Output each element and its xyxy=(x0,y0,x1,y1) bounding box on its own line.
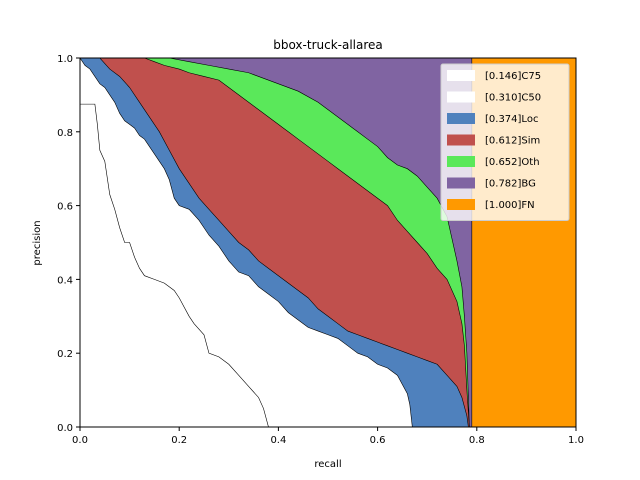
x-tick-label: 0.2 xyxy=(171,435,187,446)
plot-frame xyxy=(79,57,577,428)
y-tick-label: 0.6 xyxy=(57,202,73,213)
legend-label-loc: [0.374]Loc xyxy=(485,114,538,125)
line-c75 xyxy=(80,103,269,428)
line-c50 xyxy=(79,57,413,428)
y-axis-ticks: 0.0 0.2 0.4 0.6 0.8 1.0 xyxy=(57,54,80,434)
legend-label-c50: [0.310]C50 xyxy=(485,93,541,104)
y-tick-label: 0.0 xyxy=(57,423,73,434)
legend-label-c75: [0.146]C75 xyxy=(485,71,541,82)
legend-swatch-oth xyxy=(447,156,475,167)
x-tick-label: 0.0 xyxy=(72,435,88,446)
x-axis-ticks: 0.0 0.2 0.4 0.6 0.8 1.0 xyxy=(72,427,584,446)
area-c75 xyxy=(80,104,269,427)
y-axis-label: precision xyxy=(32,220,43,265)
legend-swatch-bg xyxy=(447,177,475,189)
y-tick-label: 1.0 xyxy=(57,54,73,65)
legend-label-fn: [1.000]FN xyxy=(485,200,535,211)
y-tick-label: 0.4 xyxy=(57,275,73,286)
y-tick-label: 0.8 xyxy=(57,128,73,139)
line-sim xyxy=(80,57,470,428)
x-tick-label: 0.4 xyxy=(270,435,286,446)
legend-label-oth: [0.652]Oth xyxy=(485,157,540,168)
legend-swatch-sim xyxy=(447,134,475,146)
legend: [0.146]C75 [0.310]C50 [0.374]Loc [0.612]Sim… xyxy=(440,63,570,221)
x-axis-label: recall xyxy=(314,459,341,470)
legend-label-sim: [0.612]Sim xyxy=(485,136,540,147)
line-loc xyxy=(80,57,469,428)
legend-swatch-c50 xyxy=(447,91,475,103)
x-tick-label: 0.6 xyxy=(370,435,386,446)
line-oth xyxy=(80,57,470,428)
legend-label-bg: [0.782]BG xyxy=(485,179,536,190)
legend-swatch-c75 xyxy=(447,70,475,81)
x-tick-label: 0.8 xyxy=(469,435,485,446)
y-tick-label: 0.2 xyxy=(57,349,73,360)
legend-swatch-loc xyxy=(447,113,475,124)
chart-title: bbox-truck-allarea xyxy=(273,38,383,52)
legend-swatch-fn xyxy=(447,199,475,210)
x-tick-label: 1.0 xyxy=(568,435,584,446)
